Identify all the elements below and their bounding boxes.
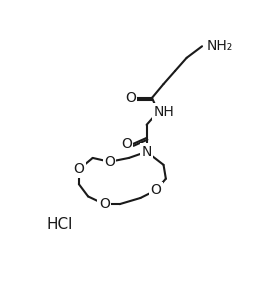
Text: O: O — [73, 162, 84, 177]
Text: NH₂: NH₂ — [207, 38, 233, 53]
Text: NH: NH — [153, 105, 174, 119]
Text: O: O — [125, 91, 136, 105]
Text: HCl: HCl — [47, 217, 73, 232]
Text: O: O — [121, 137, 132, 151]
Text: N: N — [141, 145, 152, 159]
Text: O: O — [99, 197, 110, 211]
Text: O: O — [104, 155, 115, 169]
Text: O: O — [151, 183, 161, 197]
